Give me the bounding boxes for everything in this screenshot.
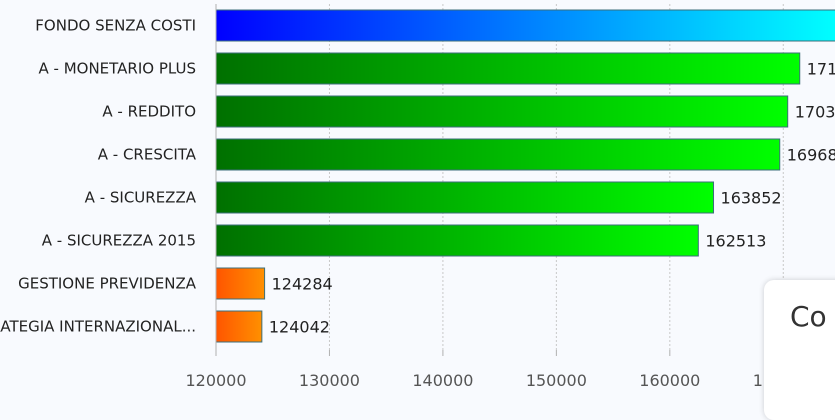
value-label: 162513 xyxy=(705,232,766,251)
bar[interactable] xyxy=(215,52,801,85)
category-label: FONDO SENZA COSTI xyxy=(35,17,196,35)
value-label: 171451 xyxy=(807,60,835,79)
x-tick-label: 160000 xyxy=(639,371,700,390)
bar-chart: FONDO SENZA COSTI A - MONETARIO PLUS A - R… xyxy=(0,4,835,390)
value-label: 169689 xyxy=(787,146,835,165)
category-label: A - CRESCITA xyxy=(98,146,197,164)
category-label: A - SICUREZZA 2015 xyxy=(42,232,196,250)
x-tick-label: 150000 xyxy=(526,371,587,390)
bar[interactable] xyxy=(215,9,835,42)
category-label: A - REDDITO xyxy=(102,103,196,121)
chart-svg: FONDO SENZA COSTI A - MONETARIO PLUS A - R… xyxy=(0,4,835,390)
x-tick-label: 120000 xyxy=(185,371,246,390)
bar[interactable] xyxy=(215,138,781,171)
category-label: STRATEGIA INTERNAZIONAL... xyxy=(0,318,196,336)
x-tick-label: 130000 xyxy=(299,371,360,390)
bar[interactable] xyxy=(215,267,266,300)
bar[interactable] xyxy=(215,310,263,343)
x-tick-label: 140000 xyxy=(412,371,473,390)
value-labels: 1746771714511703911696891638521625131242… xyxy=(269,60,835,337)
popup-card[interactable]: Co xyxy=(764,280,835,420)
value-label: 124284 xyxy=(272,275,333,294)
popup-card-text: Co xyxy=(790,300,827,333)
value-label: 170391 xyxy=(795,103,835,122)
value-label: 124042 xyxy=(269,318,330,337)
category-label: A - MONETARIO PLUS xyxy=(39,60,197,78)
bar[interactable] xyxy=(215,224,699,257)
category-label: GESTIONE PREVIDENZA xyxy=(18,275,197,293)
bars xyxy=(215,9,835,343)
bar[interactable] xyxy=(215,95,789,128)
bar[interactable] xyxy=(215,181,715,214)
category-labels: FONDO SENZA COSTI A - MONETARIO PLUS A - R… xyxy=(0,17,197,336)
value-label: 163852 xyxy=(721,189,782,208)
category-label: A - SICUREZZA xyxy=(85,189,197,207)
